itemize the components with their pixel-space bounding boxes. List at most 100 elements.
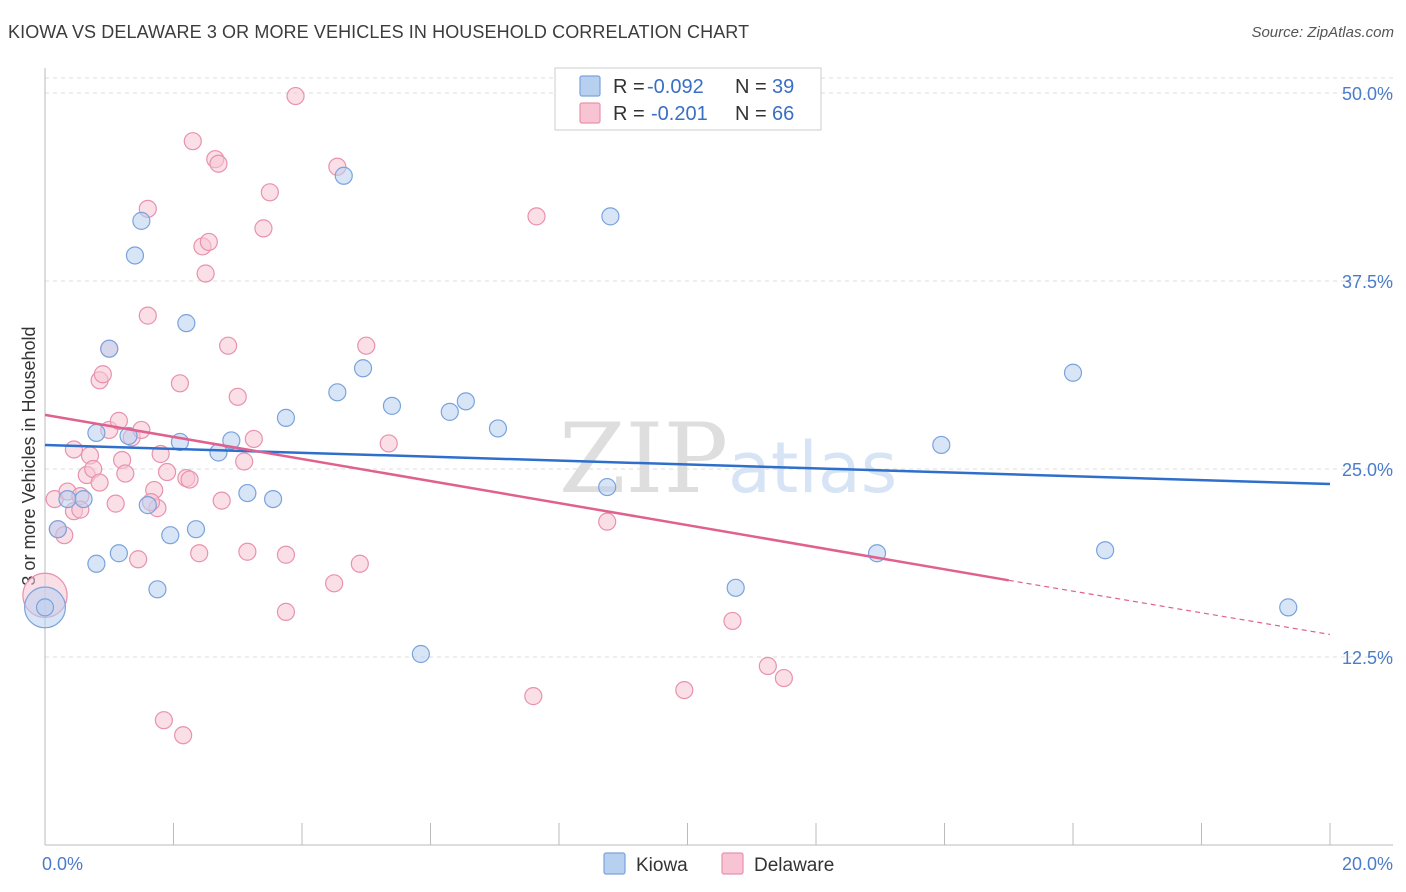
delaware-point xyxy=(190,544,209,563)
delaware-point xyxy=(357,336,376,355)
y-tick-labels: 12.5% 25.0% 37.5% 50.0% xyxy=(1342,84,1393,668)
y-tick-label: 12.5% xyxy=(1342,648,1393,668)
delaware-point xyxy=(64,440,84,459)
kiowa-point xyxy=(1096,541,1115,560)
legend-r-value: -0.092 xyxy=(647,76,704,98)
y-tick-label: 25.0% xyxy=(1342,460,1393,480)
kiowa-point xyxy=(58,489,77,509)
kiowa-point xyxy=(328,383,347,402)
kiowa-point xyxy=(132,211,151,230)
kiowa-point xyxy=(109,544,128,563)
delaware-point xyxy=(157,462,177,482)
bottom-legend-kiowa: Kiowa xyxy=(636,855,688,876)
y-axis-label: 3 or more Vehicles in Household xyxy=(19,326,39,585)
bottom-legend-delaware: Delaware xyxy=(754,855,834,876)
legend: R = -0.092 N = 39 R = -0.201 N = 66 xyxy=(554,67,822,131)
gridlines xyxy=(45,77,1393,658)
x-tick-label: 20.0% xyxy=(1342,854,1393,874)
legend-r-label: R = xyxy=(613,103,645,125)
kiowa-point xyxy=(601,207,620,226)
delaware-point xyxy=(325,574,344,593)
delaware-point xyxy=(238,542,257,561)
kiowa-point xyxy=(186,520,206,539)
legend-r-value: -0.201 xyxy=(651,103,708,125)
delaware-trend-extension xyxy=(1008,579,1331,636)
delaware-point xyxy=(254,219,273,238)
delaware-point xyxy=(723,611,742,631)
delaware-point xyxy=(174,726,193,745)
delaware-point xyxy=(183,132,202,151)
delaware-point xyxy=(180,470,199,489)
bottom-legend-swatch-kiowa xyxy=(603,852,626,875)
kiowa-point xyxy=(161,526,180,545)
kiowa-point xyxy=(87,554,106,573)
kiowa-point xyxy=(125,246,145,265)
delaware-point xyxy=(93,365,112,384)
y-tick-label: 50.0% xyxy=(1342,84,1393,104)
trend-lines xyxy=(44,413,1331,636)
kiowa-point xyxy=(222,431,241,450)
delaware-point xyxy=(286,86,305,106)
delaware-point xyxy=(90,473,109,492)
kiowa-point xyxy=(138,496,157,515)
delaware-point xyxy=(675,680,694,700)
kiowa-point xyxy=(726,578,745,597)
kiowa-point xyxy=(440,402,459,421)
kiowa-point xyxy=(488,419,508,438)
delaware-trend-line xyxy=(44,413,1009,582)
delaware-point xyxy=(235,452,254,471)
delaware-point xyxy=(276,602,296,621)
bottom-legend-swatch-delaware xyxy=(721,852,744,875)
delaware-point xyxy=(244,429,263,449)
x-tick-labels: 0.0% 20.0% xyxy=(42,854,1393,874)
delaware-point xyxy=(758,656,777,676)
delaware-point xyxy=(138,306,157,325)
axes xyxy=(44,68,1393,846)
y-tick-label: 37.5% xyxy=(1342,272,1393,292)
delaware-point xyxy=(154,711,173,730)
kiowa-point xyxy=(353,359,373,378)
delaware-point xyxy=(199,232,218,252)
delaware-point xyxy=(219,336,238,355)
delaware-point xyxy=(350,554,369,573)
legend-n-value: 39 xyxy=(772,76,794,98)
x-tick-label: 0.0% xyxy=(42,854,83,874)
delaware-point xyxy=(260,183,279,202)
kiowa-point xyxy=(598,477,617,497)
watermark-zip: ZIP xyxy=(559,403,728,515)
source-label: Source: ZipAtlas.com xyxy=(1251,24,1394,41)
legend-swatch-kiowa xyxy=(579,75,601,97)
kiowa-point xyxy=(1063,363,1083,382)
legend-r-label: R = xyxy=(613,76,645,98)
delaware-point xyxy=(524,687,543,706)
delaware-point xyxy=(106,494,125,513)
kiowa-point xyxy=(382,396,402,415)
kiowa-point xyxy=(74,489,93,509)
delaware-point xyxy=(774,668,793,688)
kiowa-point xyxy=(411,644,430,664)
delaware-point xyxy=(209,154,228,173)
kiowa-point xyxy=(238,483,257,503)
bottom-legend: Kiowa Delaware xyxy=(603,852,834,876)
delaware-point xyxy=(379,434,398,453)
kiowa-point xyxy=(48,520,67,539)
legend-n-label: N = xyxy=(735,103,767,125)
delaware-point xyxy=(212,491,231,510)
legend-n-value: 66 xyxy=(772,103,794,125)
delaware-point xyxy=(129,550,148,569)
kiowa-point xyxy=(177,314,196,333)
kiowa-point xyxy=(119,426,138,446)
delaware-point xyxy=(228,387,247,406)
kiowa-points xyxy=(24,166,1298,664)
kiowa-point xyxy=(148,580,167,599)
kiowa-point xyxy=(263,489,283,509)
kiowa-point xyxy=(276,408,296,427)
delaware-point xyxy=(116,464,135,483)
kiowa-point xyxy=(35,598,55,617)
delaware-point xyxy=(527,207,546,226)
kiowa-point xyxy=(1279,598,1298,617)
kiowa-point xyxy=(334,166,353,185)
kiowa-point xyxy=(456,392,475,411)
watermark: ZIPatlas xyxy=(559,403,897,515)
